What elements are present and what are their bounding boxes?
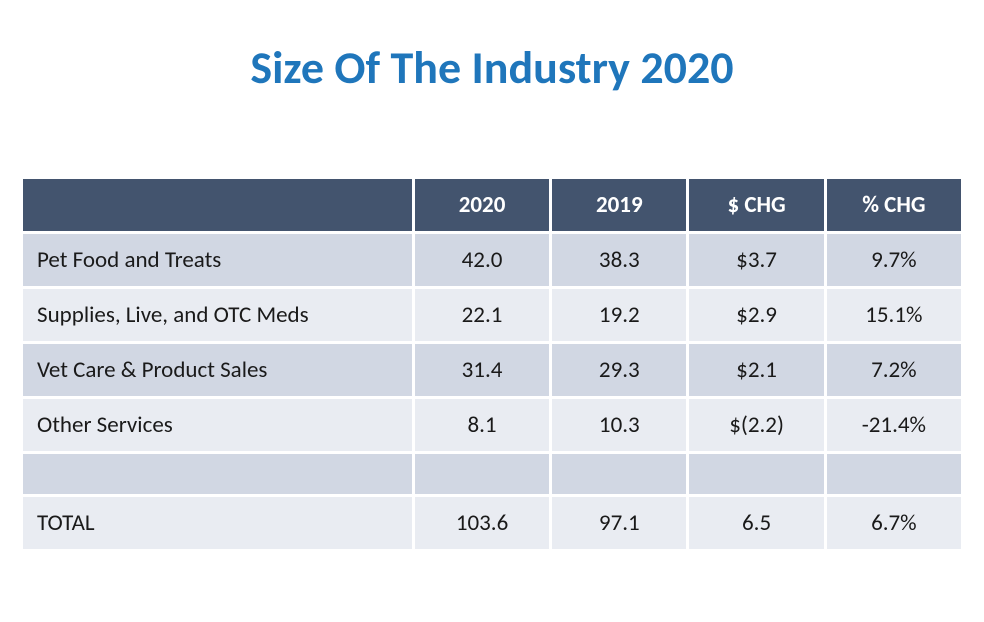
table-header-dchg: $ CHG bbox=[689, 179, 823, 231]
row-label: Pet Food and Treats bbox=[23, 234, 412, 286]
spacer-cell bbox=[415, 454, 549, 494]
table-header-blank bbox=[23, 179, 412, 231]
row-value: 103.6 bbox=[415, 497, 549, 549]
table-header-2019: 2019 bbox=[552, 179, 686, 231]
row-value: $2.9 bbox=[689, 289, 823, 341]
row-value: 6.7% bbox=[827, 497, 961, 549]
row-value: -21.4% bbox=[827, 399, 961, 451]
row-value: 38.3 bbox=[552, 234, 686, 286]
table-header-pchg: % CHG bbox=[827, 179, 961, 231]
row-value: 22.1 bbox=[415, 289, 549, 341]
table-row: Pet Food and Treats42.038.3$3.79.7% bbox=[23, 234, 961, 286]
row-value: $(2.2) bbox=[689, 399, 823, 451]
table-row: TOTAL103.697.16.56.7% bbox=[23, 497, 961, 549]
row-value: $3.7 bbox=[689, 234, 823, 286]
spacer-cell bbox=[827, 454, 961, 494]
row-label: TOTAL bbox=[23, 497, 412, 549]
row-value: 31.4 bbox=[415, 344, 549, 396]
row-value: 15.1% bbox=[827, 289, 961, 341]
row-label: Vet Care & Product Sales bbox=[23, 344, 412, 396]
industry-table: 2020 2019 $ CHG % CHG Pet Food and Treat… bbox=[20, 176, 964, 552]
row-value: 6.5 bbox=[689, 497, 823, 549]
row-value: 10.3 bbox=[552, 399, 686, 451]
spacer-cell bbox=[23, 454, 412, 494]
row-value: 7.2% bbox=[827, 344, 961, 396]
table-row: Supplies, Live, and OTC Meds22.119.2$2.9… bbox=[23, 289, 961, 341]
spacer-cell bbox=[552, 454, 686, 494]
row-label: Supplies, Live, and OTC Meds bbox=[23, 289, 412, 341]
table-spacer-row bbox=[23, 454, 961, 494]
row-value: 19.2 bbox=[552, 289, 686, 341]
spacer-cell bbox=[689, 454, 823, 494]
row-value: $2.1 bbox=[689, 344, 823, 396]
row-value: 97.1 bbox=[552, 497, 686, 549]
row-value: 42.0 bbox=[415, 234, 549, 286]
row-value: 29.3 bbox=[552, 344, 686, 396]
table-header-row: 2020 2019 $ CHG % CHG bbox=[23, 179, 961, 231]
table-header-2020: 2020 bbox=[415, 179, 549, 231]
page-title: Size Of The Industry 2020 bbox=[20, 40, 964, 96]
row-label: Other Services bbox=[23, 399, 412, 451]
row-value: 9.7% bbox=[827, 234, 961, 286]
row-value: 8.1 bbox=[415, 399, 549, 451]
table-row: Vet Care & Product Sales31.429.3$2.17.2% bbox=[23, 344, 961, 396]
table-row: Other Services8.110.3$(2.2)-21.4% bbox=[23, 399, 961, 451]
